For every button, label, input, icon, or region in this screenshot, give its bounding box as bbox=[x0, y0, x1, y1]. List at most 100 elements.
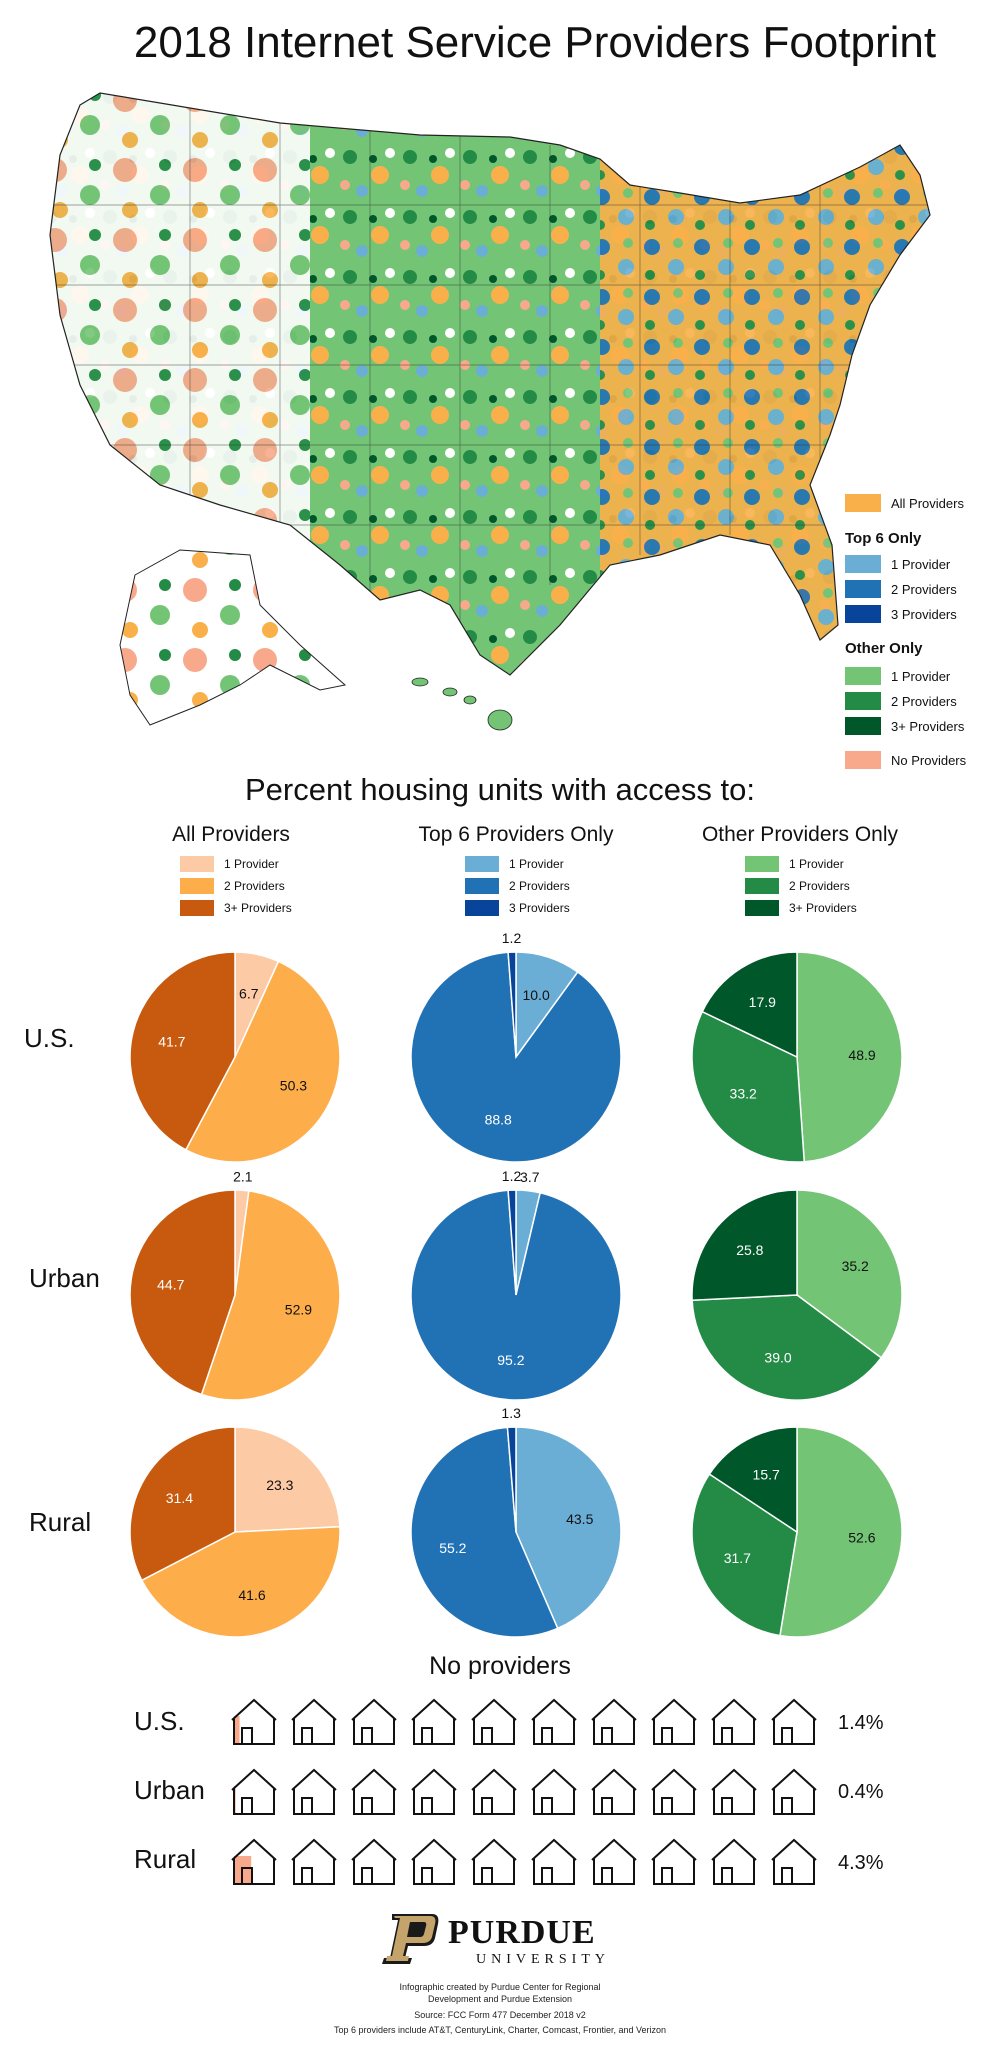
pie-slice-urban-0-1 bbox=[200, 1190, 341, 1401]
legend-label: 2 Providers bbox=[789, 879, 850, 893]
legend-top6-1: 1 Provider bbox=[845, 555, 950, 573]
legend-other-3: 3+ Providers bbox=[845, 717, 964, 735]
pie-data-label: 41.7 bbox=[158, 1033, 185, 1049]
pie-slice-us-2-0 bbox=[796, 951, 903, 1163]
house-outline bbox=[411, 1698, 457, 1745]
house-outline bbox=[471, 1838, 517, 1885]
pie-slice-urban-0-2 bbox=[129, 1189, 236, 1396]
pie-data-label: 23.3 bbox=[266, 1477, 293, 1493]
pie-data-label: 33.2 bbox=[730, 1086, 757, 1102]
house-icon bbox=[651, 1768, 697, 1815]
pie-slice-urban-2-0 bbox=[796, 1189, 903, 1359]
pie-slice-us-0-2 bbox=[129, 951, 236, 1151]
pie-data-label: 15.7 bbox=[753, 1467, 780, 1483]
house-icon bbox=[351, 1698, 397, 1745]
pie-data-label: 52.9 bbox=[285, 1302, 312, 1318]
house-outline bbox=[591, 1838, 637, 1885]
col-legend-other-2: 2 Providers bbox=[745, 878, 850, 894]
row-label-us: U.S. bbox=[24, 1023, 75, 1053]
house-icon-grid bbox=[231, 1698, 817, 1885]
house-fill bbox=[234, 1716, 240, 1744]
legend-swatch bbox=[465, 856, 499, 872]
pie-data-label: 6.7 bbox=[239, 985, 259, 1001]
pie-data-label: 31.4 bbox=[166, 1490, 193, 1506]
house-icon bbox=[531, 1768, 577, 1815]
house-outline bbox=[231, 1698, 277, 1745]
legend-label: 2 Providers bbox=[891, 693, 957, 709]
pie-slice-urban-2-2 bbox=[691, 1189, 798, 1302]
pie-slice-us-2-2 bbox=[701, 951, 798, 1059]
pie-data-label: 35.2 bbox=[842, 1258, 869, 1274]
pie-slice-us-1-2 bbox=[507, 951, 517, 1058]
pie-grid: 6.7 50.3 41.7 10.0 88.8 1.2 48.9 33.2 17.9 2.1 52.… bbox=[129, 930, 903, 1638]
purdue-p-icon bbox=[382, 1914, 439, 1964]
house-outline bbox=[591, 1768, 637, 1815]
house-outline bbox=[711, 1768, 757, 1815]
house-icon bbox=[291, 1698, 337, 1745]
page-title: 2018 Internet Service Providers Footprin… bbox=[133, 18, 937, 67]
legend-other-1: 1 Provider bbox=[845, 667, 950, 685]
pie-slice-rural-1-0 bbox=[515, 1426, 622, 1630]
pie-data-label: 2.1 bbox=[233, 1168, 253, 1184]
pie-slice-rural-2-0 bbox=[779, 1426, 903, 1638]
house-outline bbox=[651, 1768, 697, 1815]
house-icon bbox=[471, 1838, 517, 1885]
column-title-all: All Providers bbox=[172, 823, 290, 846]
pie-data-label: 44.7 bbox=[157, 1276, 184, 1292]
house-icon bbox=[591, 1838, 637, 1885]
house-icon bbox=[351, 1838, 397, 1885]
house-icon bbox=[531, 1838, 577, 1885]
pie-data-label: 88.8 bbox=[485, 1112, 512, 1128]
house-outline bbox=[231, 1838, 277, 1885]
pie-slice-rural-2-1 bbox=[691, 1473, 798, 1637]
house-icon bbox=[771, 1768, 817, 1815]
legend-label: No Providers bbox=[891, 752, 967, 768]
pie-slice-rural-0-2 bbox=[129, 1426, 236, 1582]
footer-note: Top 6 providers include AT&T, CenturyLin… bbox=[334, 2025, 666, 2035]
house-outline bbox=[411, 1838, 457, 1885]
house-row-value-urban: 0.4% bbox=[838, 1781, 884, 1803]
legend-no-providers: No Providers bbox=[845, 751, 966, 769]
house-icon bbox=[651, 1838, 697, 1885]
legend-label: 1 Provider bbox=[224, 857, 279, 871]
house-outline bbox=[711, 1838, 757, 1885]
legend-label: 3+ Providers bbox=[891, 718, 965, 734]
pie-slice-rural-2-2 bbox=[708, 1426, 798, 1534]
column-title-top6: Top 6 Providers Only bbox=[418, 823, 614, 846]
col-legend-top6-2: 2 Providers bbox=[465, 878, 570, 894]
house-icon bbox=[411, 1698, 457, 1745]
house-icon bbox=[471, 1768, 517, 1815]
house-icon bbox=[591, 1698, 637, 1745]
house-outline bbox=[471, 1768, 517, 1815]
legend-swatch bbox=[745, 856, 779, 872]
legend-swatch bbox=[845, 555, 881, 573]
house-outline bbox=[591, 1698, 637, 1745]
house-outline bbox=[771, 1768, 817, 1815]
pie-slice-urban-1-1 bbox=[410, 1189, 622, 1401]
house-row-label-us: U.S. bbox=[134, 1706, 185, 1736]
pie-data-label: 25.8 bbox=[736, 1242, 763, 1258]
legend-swatch bbox=[845, 494, 881, 512]
col-legend-all-2: 2 Providers bbox=[180, 878, 285, 894]
legend-label: 1 Provider bbox=[891, 556, 951, 572]
legend-label: 2 Providers bbox=[509, 879, 570, 893]
legend-swatch bbox=[180, 856, 214, 872]
house-outline bbox=[651, 1698, 697, 1745]
legend-swatch bbox=[180, 900, 214, 916]
house-icon bbox=[411, 1838, 457, 1885]
house-outline bbox=[531, 1838, 577, 1885]
pie-section-title: Percent housing units with access to: bbox=[244, 772, 756, 807]
house-outline bbox=[351, 1768, 397, 1815]
legend-label: 1 Provider bbox=[789, 857, 844, 871]
legend-label: 2 Providers bbox=[891, 581, 957, 597]
legend-swatch bbox=[465, 878, 499, 894]
house-icon bbox=[411, 1768, 457, 1815]
house-icon bbox=[291, 1768, 337, 1815]
house-outline bbox=[531, 1768, 577, 1815]
legend-swatch bbox=[845, 717, 881, 735]
col-legend-all-3: 3+ Providers bbox=[180, 900, 292, 916]
house-icon bbox=[291, 1838, 337, 1885]
footer-source: Source: FCC Form 477 December 2018 v2 bbox=[414, 2010, 586, 2020]
house-icon bbox=[711, 1838, 757, 1885]
legend-other-2: 2 Providers bbox=[845, 692, 957, 710]
